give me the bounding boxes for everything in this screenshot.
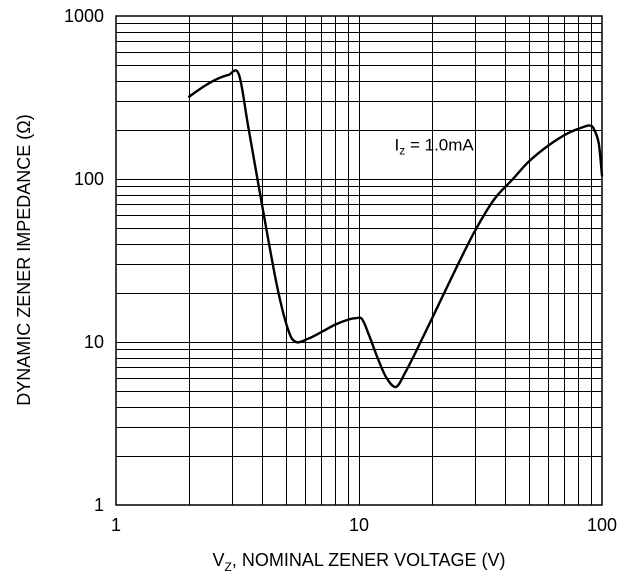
impedance-curve	[187, 69, 604, 389]
x-tick-label: 10	[349, 515, 369, 535]
current-annotation: Iz = 1.0mA	[395, 135, 475, 157]
x-tick-label: 1	[111, 515, 121, 535]
y-tick-label: 100	[74, 169, 104, 189]
plot-frame	[115, 15, 603, 506]
x-axis-label-rest: , NOMINAL ZENER VOLTAGE (V)	[232, 550, 506, 570]
y-tick-label: 1000	[64, 6, 104, 26]
annotation-main: I	[395, 135, 400, 154]
y-axis-label: DYNAMIC ZENER IMPEDANCE (Ω)	[14, 114, 34, 405]
annotation-rest: = 1.0mA	[405, 135, 474, 154]
x-axis-label: VZ, NOMINAL ZENER VOLTAGE (V)	[212, 550, 505, 574]
x-axis-label-main: V	[212, 550, 224, 570]
annotation-subscript: z	[399, 143, 405, 157]
y-tick-label: 1	[94, 495, 104, 515]
x-tick-label: 100	[587, 515, 617, 535]
y-tick-labels: 1 10 100 1000	[64, 6, 104, 515]
y-tick-label: 10	[84, 332, 104, 352]
x-axis-label-subscript: Z	[224, 560, 231, 574]
grid	[116, 16, 602, 505]
x-tick-labels: 1 10 100	[111, 515, 617, 535]
